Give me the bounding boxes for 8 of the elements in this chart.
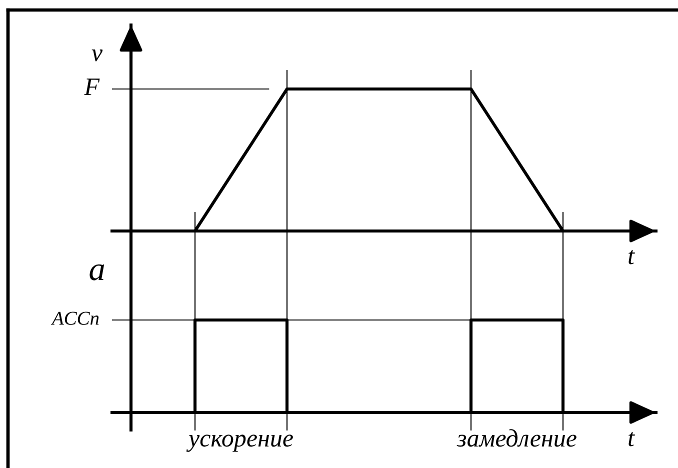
ref-line-label: F (84, 78, 100, 96)
x-tick-label: замедление (456, 429, 576, 447)
x-axis-title: t (628, 250, 635, 264)
x-axis-title: t (628, 432, 635, 446)
y-axis-title: v (92, 50, 103, 62)
x-tick-label: ускорение (186, 434, 293, 452)
y-axis-title: a (90, 264, 104, 280)
ref-line-label: ACCn (50, 312, 99, 325)
